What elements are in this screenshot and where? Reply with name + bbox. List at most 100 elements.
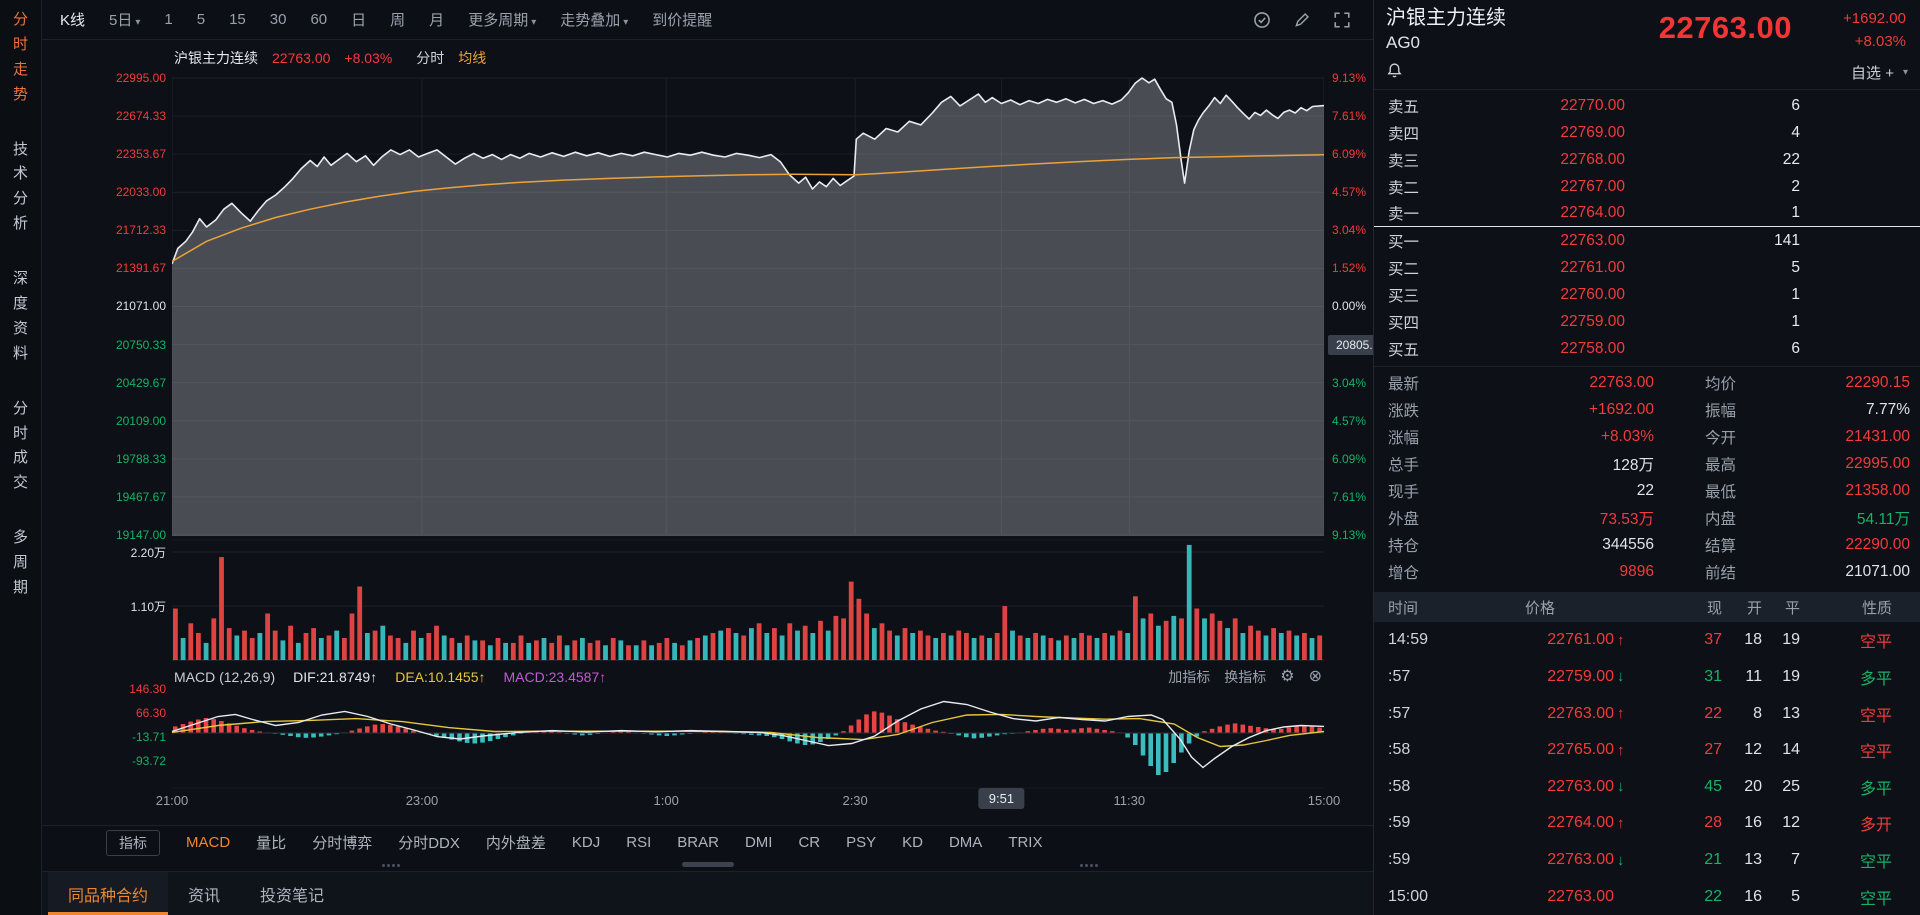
sidebar-item-3[interactable]: 深 度 资 料	[12, 270, 28, 362]
splitter-grip[interactable]	[1076, 862, 1102, 868]
alert-check-icon[interactable]	[1253, 11, 1271, 29]
volume-bar	[580, 638, 585, 661]
toolbar-item-12[interactable]: 走势叠加 ▾	[560, 12, 629, 29]
ask-row[interactable]: 卖一 22764.00 1	[1374, 200, 1920, 227]
indicator-tab-13[interactable]: DMA	[948, 834, 983, 851]
toolbar-item-1[interactable]: K线	[60, 12, 86, 29]
tick-header-6: 性质	[1861, 599, 1892, 617]
bottom-tab-2[interactable]: 资讯	[188, 887, 221, 905]
price-axis-label: 19147.00	[115, 527, 166, 542]
toolbar-item-2[interactable]: 5日 ▾	[109, 12, 141, 29]
indicator-tab-4[interactable]: 分时DDX	[398, 835, 460, 852]
sidebar-item-4[interactable]: 分 时 成 交	[12, 399, 28, 492]
macd-hist-bar	[357, 728, 362, 733]
indicator-tab-bar: 指标 MACD 量比 分时博弈 分时DDX 内外盘差 KDJ RSI BRAR DMI CR PSY…	[42, 825, 1373, 859]
indicator-tab-11[interactable]: PSY	[846, 834, 877, 851]
stat-value: 22995.00	[1845, 454, 1910, 472]
price-axis-label: 19467.67	[115, 489, 166, 504]
volume-bar	[656, 642, 662, 660]
indicator-tab-7[interactable]: RSI	[626, 834, 652, 851]
avg-line-legend[interactable]: 均线	[458, 50, 487, 66]
bell-icon[interactable]	[1386, 62, 1403, 84]
gear-icon[interactable]: ⚙	[1280, 668, 1295, 685]
bottom-tab-3[interactable]: 投资笔记	[260, 887, 325, 905]
sidebar-item-1[interactable]: 分 时 走 势	[12, 11, 28, 103]
bid-row[interactable]: 买二 22761.00 5	[1374, 254, 1920, 281]
macd-hist-bar	[434, 733, 439, 736]
macd-hist-bar	[1094, 728, 1100, 733]
add-watchlist-button[interactable]: 自选 + ▾	[1851, 62, 1908, 83]
volume-bar	[910, 633, 916, 660]
toolbar-item-10[interactable]: 月	[429, 12, 445, 29]
volume-bar	[272, 630, 278, 660]
bid-row[interactable]: 买四 22759.00 1	[1374, 308, 1920, 335]
toolbar-item-6[interactable]: 30	[269, 11, 287, 28]
stat-label: 外盘	[1388, 510, 1420, 528]
indicator-tab-12[interactable]: KD	[902, 834, 923, 851]
toolbar-item-5[interactable]: 15	[229, 11, 246, 28]
indicator-dropdown-button[interactable]: 指标	[106, 829, 160, 856]
book-level-label: 卖四	[1388, 125, 1420, 143]
chart-mode-label[interactable]: 分时	[416, 50, 445, 66]
macd-hist-bar	[1040, 728, 1046, 733]
tick-table[interactable]: 14:59 22761.00 ↑ 37 18 19 空平:57 22759.00 ↓ 31 11 19…	[1374, 622, 1920, 915]
bid-row[interactable]: 买五 22758.00 6	[1374, 335, 1920, 362]
book-level-label: 买三	[1388, 287, 1420, 305]
toolbar-item-13[interactable]: 到价提醒	[652, 12, 713, 29]
indicator-tab-2[interactable]: 量比	[256, 835, 287, 852]
close-indicator-icon[interactable]: ⊗	[1308, 668, 1322, 685]
splitter-grip[interactable]	[378, 862, 404, 868]
macd-hist-bar	[1110, 731, 1115, 733]
volume-bar	[925, 635, 931, 660]
chart-region[interactable]: 沪银主力连续 22763.00 +8.03% 分时 均线 22995.00 226…	[42, 40, 1410, 825]
toolbar-item-9[interactable]: 周	[390, 12, 406, 29]
indicator-tab-9[interactable]: DMI	[744, 834, 773, 851]
price-volume-macd-chart[interactable]	[172, 70, 1324, 804]
indicator-tab-14[interactable]: TRIX	[1008, 834, 1043, 851]
price-axis-label: 22353.67	[115, 147, 166, 162]
bid-row[interactable]: 买三 22760.00 1	[1374, 281, 1920, 308]
tick-price: 22764.00	[1547, 814, 1614, 832]
toolbar-item-3[interactable]: 1	[164, 11, 173, 28]
volume-bar	[726, 628, 731, 660]
add-indicator-button[interactable]: 加指标	[1168, 669, 1211, 685]
volume-bar	[1225, 628, 1230, 660]
indicator-tab-10[interactable]: CR	[798, 834, 821, 851]
tick-lots: 21	[1704, 851, 1722, 869]
toolbar-item-8[interactable]: 日	[351, 12, 367, 29]
volume-bar	[1317, 635, 1323, 660]
sidebar-item-5[interactable]: 多 周 期	[12, 529, 28, 597]
ask-row[interactable]: 卖四 22769.00 4	[1374, 119, 1920, 146]
switch-indicator-button[interactable]: 换指标	[1224, 669, 1267, 685]
volume-bar	[787, 623, 793, 661]
ask-row[interactable]: 卖三 22768.00 22	[1374, 146, 1920, 173]
indicator-tab-1[interactable]: MACD	[186, 834, 231, 851]
fullscreen-icon[interactable]	[1333, 11, 1351, 29]
indicator-tab-3[interactable]: 分时博弈	[312, 835, 373, 852]
toolbar-item-11[interactable]: 更多周期 ▾	[468, 12, 537, 29]
instrument-name: 沪银主力连续	[1386, 7, 1506, 29]
pane-splitter[interactable]	[42, 859, 1373, 871]
volume-bar	[1056, 640, 1061, 660]
draw-tools-icon[interactable]	[1293, 11, 1311, 29]
indicator-tab-6[interactable]: KDJ	[571, 834, 601, 851]
indicator-tab-5[interactable]: 内外盘差	[485, 835, 546, 852]
macd-hist-bar	[280, 733, 286, 735]
bid-row[interactable]: 买一 22763.00 141	[1374, 227, 1920, 254]
bottom-tab-1[interactable]: 同品种合约	[48, 872, 169, 915]
tick-price: 22763.00	[1547, 851, 1614, 869]
time-axis-label: 21:00	[155, 793, 189, 808]
horizontal-scrollbar-thumb[interactable]	[682, 862, 734, 867]
macd-hist-bar	[848, 725, 854, 733]
ask-row[interactable]: 卖五 22770.00 6	[1374, 92, 1920, 119]
bottom-tab-bar: 同品种合约 资讯 投资笔记	[42, 871, 1373, 915]
ask-row[interactable]: 卖二 22767.00 2	[1374, 173, 1920, 200]
volume-bar	[964, 633, 969, 660]
toolbar-item-4[interactable]: 5	[196, 11, 206, 28]
indicator-tab-8[interactable]: BRAR	[677, 834, 719, 851]
volume-bar	[1133, 596, 1138, 660]
sidebar-item-2[interactable]: 技 术 分 析	[12, 140, 28, 233]
toolbar-item-7[interactable]: 60	[310, 11, 328, 28]
macd-hist-bar	[318, 733, 324, 737]
macd-hist-bar	[841, 731, 846, 733]
